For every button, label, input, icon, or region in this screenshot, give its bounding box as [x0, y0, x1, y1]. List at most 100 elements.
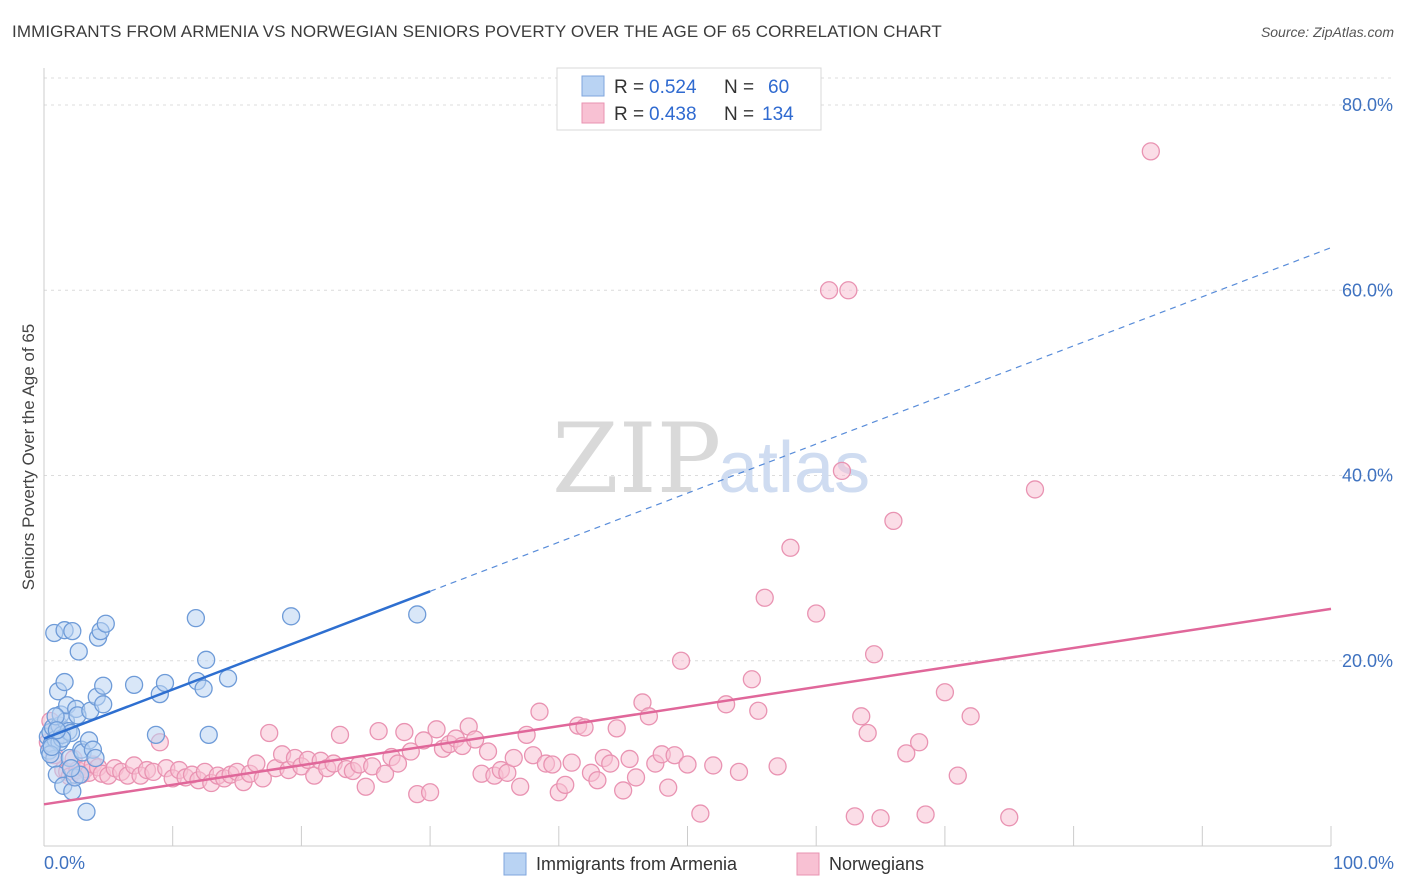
trend-lines	[43, 247, 1332, 806]
point-norwegians-78	[504, 748, 523, 768]
point-norwegians-128	[935, 683, 955, 702]
point-armenia-51	[218, 669, 238, 688]
legend-swatch-norwegians	[581, 102, 605, 124]
point-norwegians-107	[704, 756, 723, 775]
point-norwegians-124	[884, 511, 903, 531]
series-legend: Immigrants from Armenia Norwegians	[503, 852, 924, 876]
point-norwegians-133	[1141, 142, 1160, 161]
point-armenia-40	[94, 676, 113, 695]
point-norwegians-57	[369, 722, 388, 741]
x-tick-label-max: 100.0%	[1333, 853, 1394, 873]
y-axis-title: Seniors Poverty Over the Age of 65	[19, 324, 38, 590]
point-norwegians-82	[530, 702, 549, 721]
point-norwegians-110	[742, 670, 761, 689]
chart-source: Source: ZipAtlas.com	[1260, 24, 1394, 40]
legend-swatch-armenia	[581, 75, 605, 97]
point-norwegians-61	[395, 722, 414, 742]
legend-n-value-norwegians: 134	[762, 104, 794, 125]
point-norwegians-93	[601, 754, 620, 773]
point-norwegians-97	[626, 768, 646, 787]
gridlines	[44, 77, 1392, 662]
legend-n-label-armenia: N =	[724, 77, 754, 98]
correlation-legend: R = 0.524 N = 60 R = 0.438 N = 134	[556, 67, 822, 131]
point-armenia-53	[408, 605, 427, 624]
point-norwegians-105	[678, 755, 697, 774]
point-norwegians-102	[659, 778, 678, 797]
watermark-zip: ZIP	[552, 403, 721, 515]
y-tick-label-2: 60.0%	[1342, 280, 1393, 300]
point-norwegians-126	[910, 733, 929, 752]
point-armenia-31	[77, 802, 96, 821]
legend-r-value-norwegians: 0.438	[649, 104, 697, 125]
point-norwegians-109	[729, 762, 749, 782]
point-norwegians-65	[420, 783, 440, 802]
point-norwegians-123	[871, 809, 890, 828]
point-armenia-35	[86, 748, 105, 768]
point-armenia-46	[186, 609, 206, 628]
x-ticks	[43, 826, 1332, 846]
point-norwegians-106	[691, 804, 710, 823]
point-armenia-58	[42, 737, 61, 757]
point-armenia-52	[281, 607, 301, 626]
point-norwegians-130	[961, 707, 980, 726]
trend-line-armenia	[43, 590, 431, 740]
point-norwegians-111	[749, 701, 768, 720]
legend-r-label-armenia: R =	[614, 77, 644, 98]
point-norwegians-87	[562, 753, 581, 772]
x-tick-label-min: 0.0%	[44, 853, 85, 873]
point-norwegians-131	[1000, 808, 1019, 827]
point-norwegians-66	[427, 720, 446, 739]
point-norwegians-121	[858, 723, 877, 743]
point-norwegians-116	[819, 281, 839, 300]
y-tick-labels: 20.0% 40.0% 60.0% 80.0%	[1342, 95, 1393, 671]
point-norwegians-84	[543, 755, 562, 774]
point-armenia-48	[194, 679, 213, 698]
point-norwegians-132	[1025, 480, 1045, 499]
point-norwegians-125	[897, 744, 916, 763]
point-norwegians-114	[781, 538, 800, 557]
point-norwegians-91	[588, 771, 607, 790]
series-legend-swatch-armenia	[503, 852, 527, 876]
y-tick-label-0: 20.0%	[1342, 651, 1393, 671]
point-norwegians-104	[671, 651, 691, 670]
point-norwegians-119	[845, 807, 864, 826]
point-norwegians-103	[665, 746, 684, 765]
point-armenia-43	[146, 725, 166, 745]
point-norwegians-108	[716, 695, 736, 714]
point-norwegians-129	[948, 766, 967, 785]
point-norwegians-55	[356, 777, 375, 796]
point-norwegians-51	[330, 725, 350, 745]
point-norwegians-64	[414, 731, 433, 750]
chart-title: IMMIGRANTS FROM ARMENIA VS NORWEGIAN SEN…	[12, 22, 942, 41]
point-armenia-41	[96, 614, 115, 633]
point-norwegians-94	[607, 719, 626, 738]
series-legend-label-armenia: Immigrants from Armenia	[536, 854, 738, 874]
y-tick-label-1: 40.0%	[1342, 466, 1393, 486]
point-norwegians-79	[511, 777, 530, 796]
point-norwegians-95	[614, 781, 633, 800]
series-legend-label-norwegians: Norwegians	[829, 854, 924, 874]
point-norwegians-120	[852, 707, 871, 726]
point-norwegians-40	[260, 723, 279, 743]
point-norwegians-127	[916, 805, 935, 824]
point-norwegians-118	[839, 281, 858, 300]
point-norwegians-96	[620, 749, 639, 769]
watermark: ZIP atlas	[552, 403, 870, 515]
point-norwegians-74	[478, 742, 498, 761]
point-armenia-39	[94, 695, 113, 714]
point-norwegians-115	[807, 604, 826, 623]
point-norwegians-86	[556, 775, 575, 795]
y-tick-label-3: 80.0%	[1342, 95, 1393, 115]
point-norwegians-60	[388, 754, 408, 773]
point-norwegians-81	[523, 746, 543, 765]
point-norwegians-112	[755, 588, 774, 607]
point-norwegians-117	[832, 461, 852, 481]
x-tick-labels: 0.0% 100.0%	[44, 853, 1394, 873]
point-norwegians-58	[375, 764, 395, 783]
trend-line-norwegians	[43, 607, 1332, 806]
point-armenia-42	[124, 675, 144, 694]
legend-n-label-norwegians: N =	[724, 104, 754, 125]
point-armenia-16	[55, 672, 74, 692]
point-armenia-27	[69, 642, 88, 661]
point-norwegians-113	[768, 757, 787, 776]
